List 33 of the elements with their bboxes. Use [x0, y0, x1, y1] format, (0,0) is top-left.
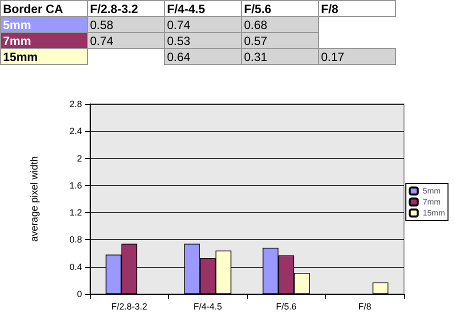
- data-label: 0.31: [242, 48, 318, 64]
- text: 5mm: [3, 18, 32, 32]
- data-label: 0.68: [242, 16, 318, 32]
- data-label: 0.74: [88, 32, 164, 48]
- data-label: 0.17: [318, 48, 396, 64]
- y-tick-label: 0.8: [69, 234, 82, 245]
- category-label: F/2.8-3.2: [90, 2, 138, 16]
- x-tick-label: F/4-4.5: [193, 302, 222, 312]
- data-label: 0.74: [164, 16, 242, 32]
- legend-label: 7mm: [422, 198, 441, 206]
- legend-label: 5mm: [422, 186, 441, 196]
- data-label: 0.53: [164, 32, 242, 48]
- y-tick-label: 2: [76, 153, 82, 164]
- data-label: 0.64: [164, 48, 242, 64]
- x-tick-label: F/2.8-3.2: [111, 302, 148, 312]
- chart-title: Border CA: [0, 0, 88, 16]
- y-tick-label: 0: [76, 289, 82, 299]
- y-axis-title: average pixel width: [30, 156, 40, 242]
- category-label: F/5.6: [244, 2, 272, 16]
- category-label: F/8: [321, 2, 338, 16]
- text: 15mm: [3, 50, 38, 64]
- y-tick-label: 1.6: [69, 180, 82, 190]
- y-tick-label: 2.4: [69, 126, 82, 136]
- data-label: 0.57: [242, 32, 318, 48]
- category-label: F/4-4.5: [167, 2, 206, 16]
- x-tick-label: F/5.6: [276, 302, 297, 312]
- y-tick-label: 1.2: [69, 208, 82, 218]
- data-label: 0.58: [88, 16, 164, 32]
- x-tick-label: F/8: [358, 302, 372, 312]
- y-tick-label: 2.8: [69, 99, 82, 109]
- legend-label: 15mm: [422, 208, 446, 218]
- text: 7mm: [3, 34, 32, 48]
- y-tick-label: 0.4: [69, 262, 82, 272]
